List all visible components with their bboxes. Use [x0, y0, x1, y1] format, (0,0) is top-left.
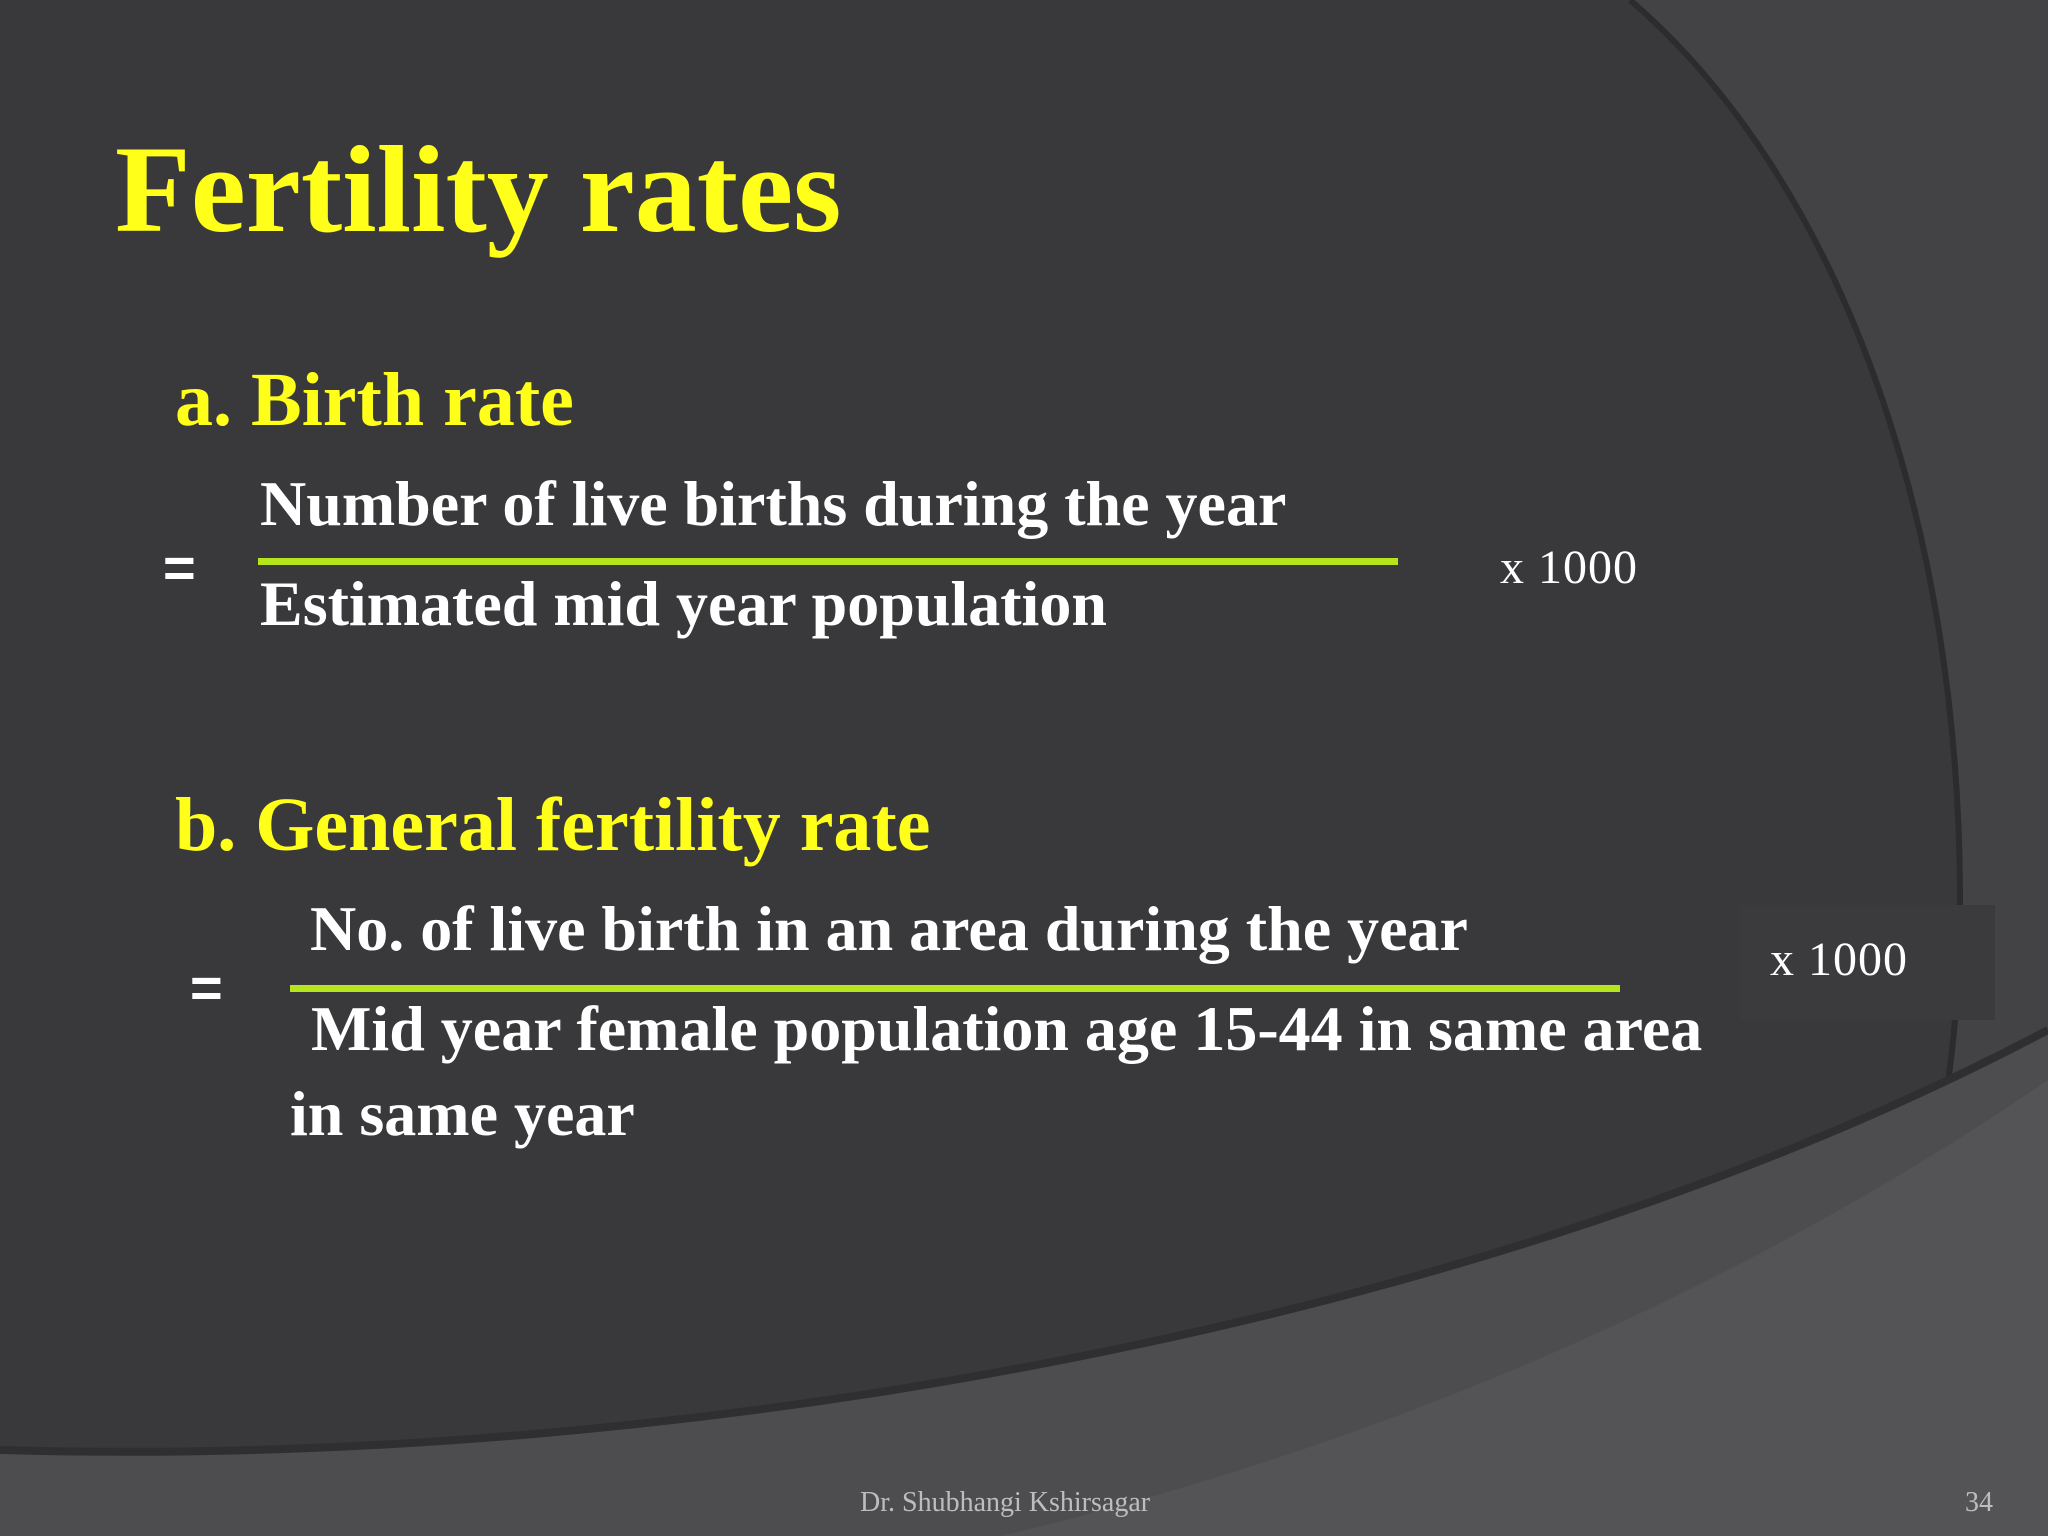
birth-rate-fraction-rule [258, 558, 1398, 565]
birth-rate-multiplier: x 1000 [1500, 541, 1638, 594]
birth-rate-heading: a. Birth rate [175, 358, 574, 442]
gfr-multiplier-box [1740, 905, 1995, 1020]
gfr-multiplier: x 1000 [1770, 933, 1908, 986]
footer-author: Dr. Shubhangi Kshirsagar [860, 1487, 1151, 1518]
birth-rate-equals-sign: = [163, 536, 196, 599]
gfr-numerator: No. of live birth in an area during the … [310, 893, 1468, 964]
birth-rate-denominator: Estimated mid year population [260, 568, 1107, 639]
gfr-fraction-rule [290, 985, 1620, 992]
general-fertility-rate-heading: b. General fertility rate [175, 783, 931, 867]
slide-title: Fertility rates [115, 121, 842, 258]
footer-page-number: 34 [1965, 1487, 1993, 1518]
birth-rate-numerator: Number of live births during the year [260, 468, 1287, 539]
gfr-equals-sign: = [190, 956, 223, 1019]
gfr-denominator-line2: in same year [290, 1078, 635, 1149]
gfr-denominator-line1: Mid year female population age 15-44 in … [295, 993, 1703, 1064]
